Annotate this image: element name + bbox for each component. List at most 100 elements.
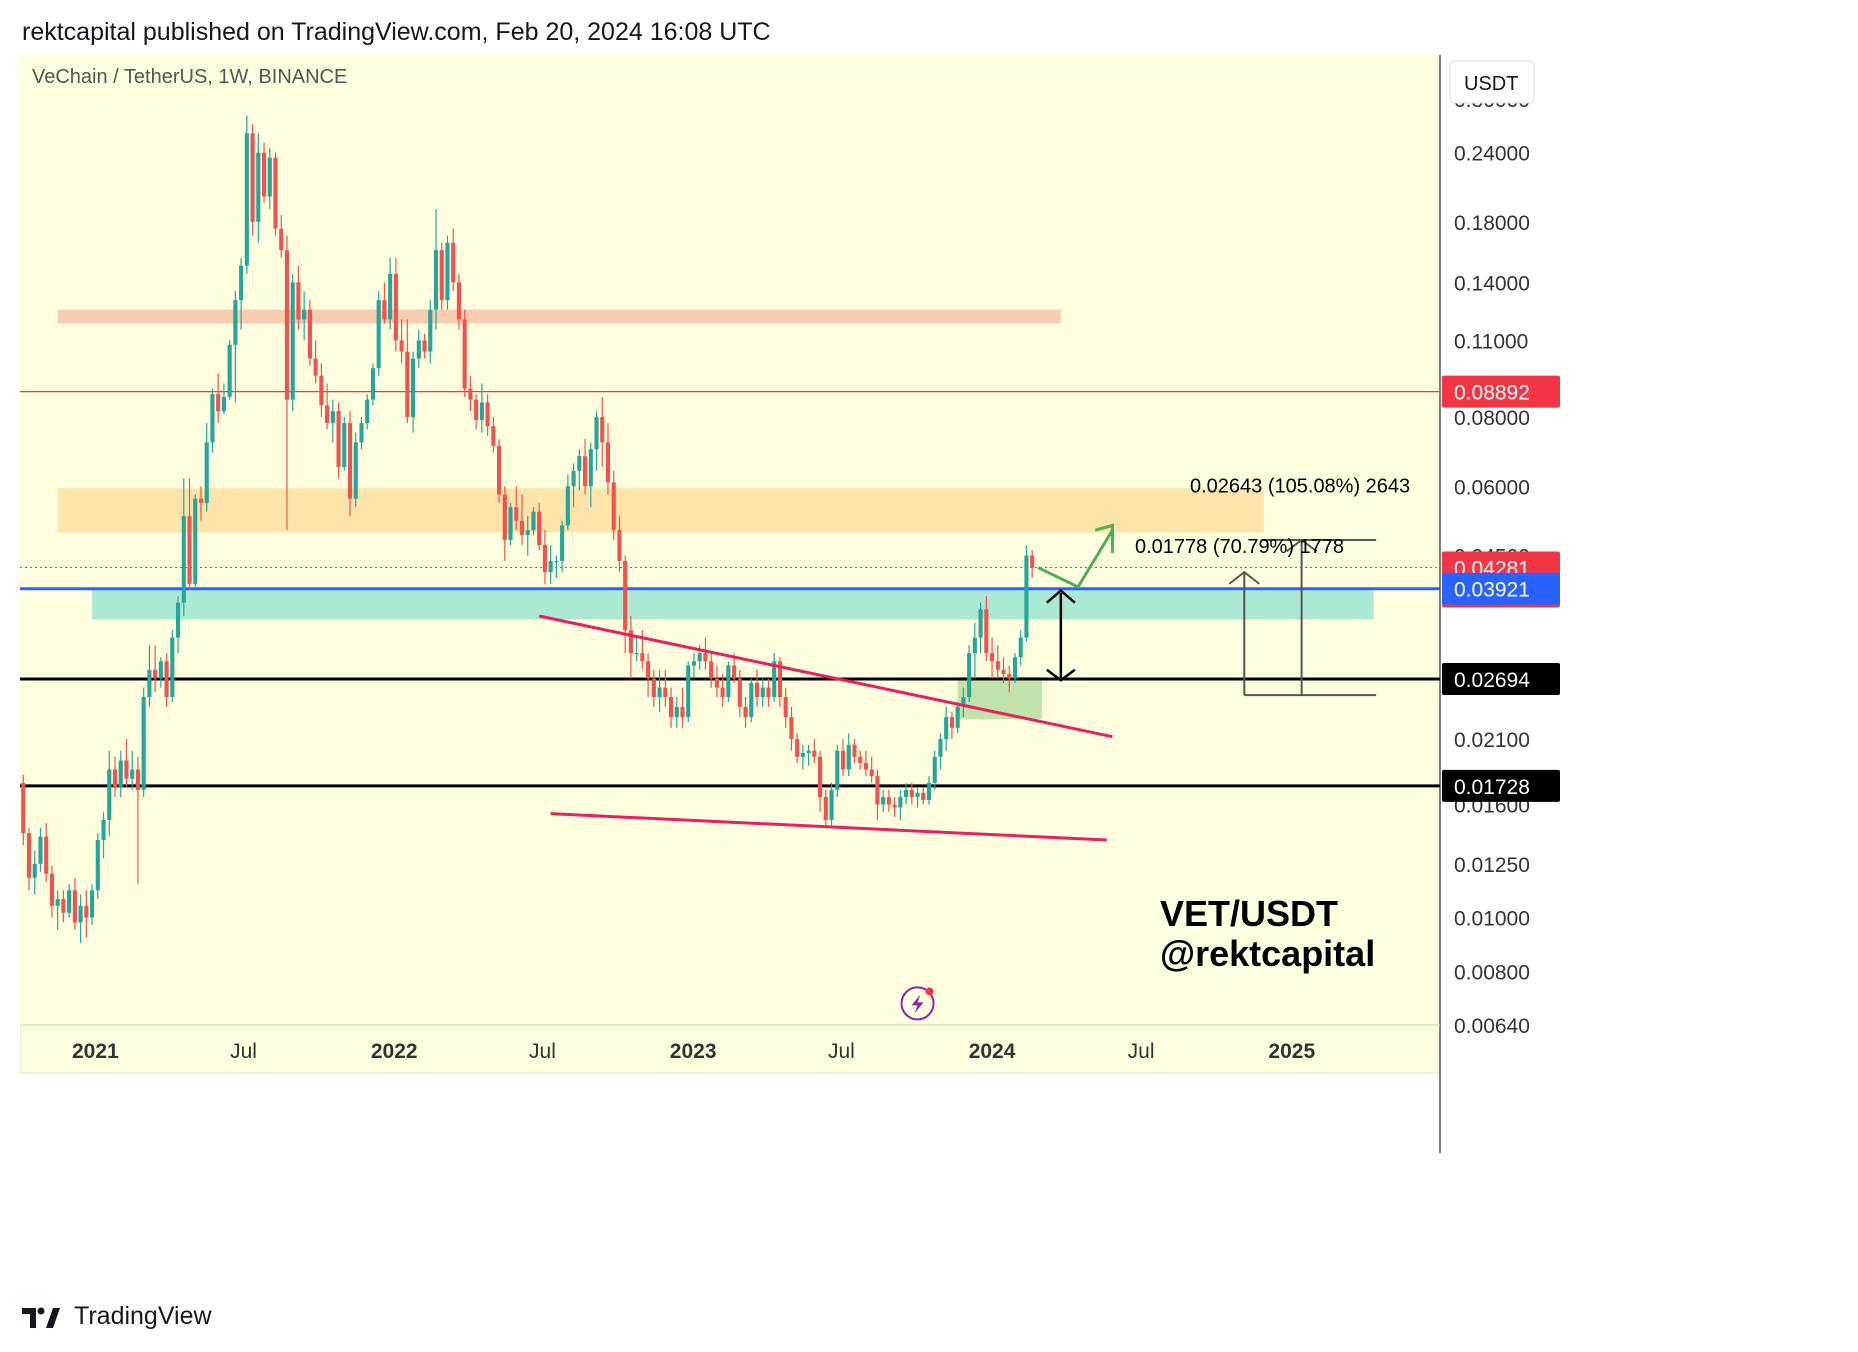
candle-body [806,750,811,754]
candle-body [359,423,364,443]
currency-button [1449,60,1535,104]
candle-body [772,661,777,698]
candle-body [600,417,605,443]
candle-body [726,665,731,698]
watermark-handle: @rektcapital [1160,933,1375,974]
price-tick-label: 0.02100 [1454,729,1530,752]
candle-body [697,653,702,662]
candle-body [519,520,525,536]
candle-body [634,653,639,655]
arrow-head-up [1046,588,1076,604]
price-tick-label: 0.11000 [1454,330,1528,353]
candle-body [898,797,903,808]
candle-body [537,511,542,546]
candle-body [416,340,421,359]
candle-body [732,665,737,679]
price-label-text: 0.01728 [1454,776,1530,799]
candle-body [147,669,152,698]
candle-body [158,661,163,679]
price-chart[interactable]: 0.02643 (105.08%) 2643 0.01778 (70.79%) 1… [20,55,1840,1288]
lightning-icon [900,986,935,1021]
time-tick-label: 2024 [969,1040,1016,1063]
price-label-text: 0.02694 [1454,669,1530,692]
candle-body [657,687,662,698]
candle-body [840,750,846,770]
time-tick-label: Jul [230,1040,257,1063]
price-tick-label: 0.01000 [1454,908,1530,931]
candle-body [760,687,765,698]
price-tick-label: 0.00640 [1454,1015,1530,1038]
candle-body [307,309,312,359]
candle-body [892,804,897,808]
candle-body [737,678,742,707]
candle-body [1018,637,1023,658]
candle-body [112,769,118,788]
candle-body [852,744,857,757]
price-label-box [1442,375,1560,408]
candle-body [411,358,416,418]
candle-body [863,763,869,770]
candle-body [508,507,513,540]
candle-body [101,819,106,841]
candle-body [44,836,49,874]
time-axis [20,1024,1441,1074]
candle-body [497,445,502,495]
candle-body [405,351,410,418]
price-tick-label: 0.08000 [1454,407,1530,430]
candle-body [474,399,479,421]
measure-label-1: 0.02643 (105.08%) 2643 [1190,475,1410,497]
candle-body [256,152,261,222]
candle-body [548,560,553,573]
candle-body [107,769,112,820]
candle-body [989,653,995,662]
candle-body [588,449,593,487]
candle-body [90,890,95,918]
candle-body [376,300,381,369]
price-label-text: 0.08892 [1454,382,1530,405]
tradingview-logo-icon [22,1307,60,1328]
candle-body [995,661,1000,670]
candle-body [313,358,318,376]
candle-body [686,665,691,718]
candle-body [674,706,679,718]
candle-body [204,442,209,503]
candle-body [135,769,140,790]
resistance-zone-upper [57,309,1061,324]
candle-body [651,678,656,698]
candle-body [233,300,238,345]
candle-body [754,682,760,698]
candle-body [330,411,335,424]
candle-body [668,697,674,718]
candle-body [38,836,43,864]
plot-area: 0.02643 (105.08%) 2643 0.01778 (70.79%) 1… [20,66,1440,1021]
candle-body [382,300,387,320]
candle-body [433,250,439,310]
candle-body [164,661,169,698]
price-tick-label: 0.01250 [1454,854,1530,877]
candle-body [881,797,886,805]
candle-body [789,717,794,739]
candle-body [239,265,244,301]
candle-body [21,782,26,834]
candle-body [279,228,284,251]
projection-path [1037,529,1114,589]
candle-body [984,609,989,654]
candle-body [370,368,376,400]
candle-body [680,706,685,718]
candle-body [250,133,255,222]
candle-body [955,706,960,728]
candle-body [714,678,719,688]
candle-body [153,669,158,679]
measure-label-2: 0.01778 (70.79%) 1778 [1135,536,1344,558]
candle-body [709,661,714,679]
candle-body [766,687,771,698]
candle-body [26,833,32,878]
candle-body [1012,657,1018,679]
candle-body [611,482,616,531]
candle-body [663,687,668,698]
support-zone [92,588,1374,620]
candle-body [904,789,909,798]
price-label-text: 0.03921 [1454,579,1530,602]
time-tick-label: 2023 [670,1040,717,1063]
candle-body [456,282,462,320]
